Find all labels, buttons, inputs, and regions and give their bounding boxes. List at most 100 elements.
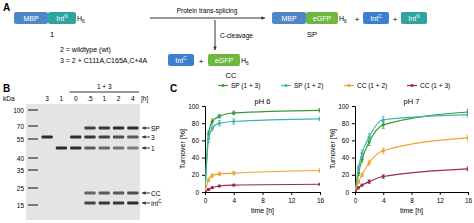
label: CC <box>226 71 237 80</box>
gel-band <box>84 192 95 195</box>
group-line <box>70 92 139 93</box>
panel-c: C0481216020406080100pH 6time [h]Turnover… <box>170 82 472 215</box>
gel-band <box>99 202 110 205</box>
label: H6 <box>77 15 85 24</box>
label: IntC <box>370 14 382 22</box>
domain-box <box>363 12 389 24</box>
point <box>232 111 235 114</box>
marker-band <box>28 204 38 206</box>
error-bar-cap <box>218 125 221 126</box>
label: 55 <box>17 136 25 143</box>
tick: 40 <box>192 154 205 161</box>
error-bar-cap <box>467 135 469 136</box>
label: C-cleavage <box>220 32 253 40</box>
figure: AMBPIntNH612 = wildtype (wt)3 = 2 + C111… <box>0 0 474 223</box>
panel-a: AMBPIntNH612 = wildtype (wt)3 = 2 + C111… <box>3 2 427 80</box>
tick-label: 0 <box>195 189 199 196</box>
error-bar-cap <box>467 117 469 118</box>
error-bar-cap <box>368 140 371 141</box>
arrow-head <box>142 146 146 149</box>
error-bar <box>382 175 385 178</box>
tick: 8 <box>261 192 265 204</box>
label-main: Int <box>408 15 416 22</box>
error-bar <box>218 115 221 118</box>
tick: 16 <box>465 192 473 204</box>
gel-band <box>127 147 138 150</box>
point <box>466 136 468 139</box>
error-bar-cap <box>382 116 385 117</box>
error-bar <box>232 171 235 174</box>
point <box>205 190 207 192</box>
gel-band <box>84 127 95 130</box>
tick: 60 <box>192 137 205 144</box>
y-axis: 020406080100 <box>188 103 205 196</box>
error-bar <box>207 178 210 181</box>
point <box>360 184 363 187</box>
gel-band <box>42 136 53 139</box>
label-main: Int <box>370 15 378 22</box>
tick-mark <box>263 192 264 195</box>
label: pH 7 <box>404 97 420 106</box>
error-bar-cap <box>467 140 469 141</box>
error-bar <box>357 165 360 170</box>
tick-mark <box>202 158 205 159</box>
tick: 0 <box>345 189 355 196</box>
label-sup: N <box>416 14 420 19</box>
series-line <box>355 169 468 192</box>
label: 100 <box>13 107 24 114</box>
label: 15 <box>17 202 25 209</box>
domain-box <box>48 12 76 24</box>
point <box>211 186 214 189</box>
tick-label: 20 <box>342 171 350 178</box>
gel-band <box>113 127 124 130</box>
error-bar <box>467 112 469 117</box>
point <box>207 188 210 191</box>
error-bar <box>361 173 364 176</box>
tick-mark <box>352 106 355 107</box>
label: SP (1 + 3) <box>231 82 260 90</box>
marker-band <box>28 138 38 140</box>
label: 40 <box>17 155 25 162</box>
point <box>211 127 214 130</box>
label-sup: C <box>378 14 382 19</box>
error-bar <box>382 116 385 123</box>
error-bar <box>319 183 321 185</box>
marker-band <box>28 125 38 127</box>
legend-swatch <box>218 85 228 86</box>
error-bar-cap <box>211 130 214 131</box>
label: CC <box>151 190 161 197</box>
tick-label: 0 <box>354 197 358 204</box>
error-bar-cap <box>361 156 364 157</box>
gel-band <box>113 192 124 195</box>
tick-label: 100 <box>338 103 349 110</box>
tick-label: 16 <box>317 197 325 204</box>
tick: 4 <box>382 192 386 204</box>
error-bar <box>368 160 371 165</box>
label: Protein trans-splicing <box>177 7 238 15</box>
error-bar-cap <box>467 112 469 113</box>
error-bar-cap <box>368 165 371 166</box>
panel-b: BkDa100705540352515310.5124[h]1 + 3SP31C… <box>3 83 162 220</box>
gel-band <box>99 192 110 195</box>
arrow <box>150 18 265 19</box>
tick-mark <box>202 175 205 176</box>
tick-label: 8 <box>410 197 414 204</box>
domain-box <box>14 12 48 24</box>
axis-line <box>352 107 356 193</box>
series-line <box>205 119 320 192</box>
error-bar <box>319 169 321 172</box>
series-line <box>355 112 468 192</box>
gel-band <box>113 202 124 205</box>
label: 25 <box>17 185 25 192</box>
error-bar <box>211 119 214 124</box>
point <box>368 180 371 183</box>
tick: 16 <box>317 192 325 204</box>
error-bar-cap <box>382 123 385 124</box>
label: 4 <box>131 95 135 102</box>
tick-mark <box>234 192 235 195</box>
tick-mark <box>352 123 355 124</box>
error-bar <box>361 184 364 186</box>
error-bar-cap <box>467 109 469 110</box>
error-bar-cap <box>361 149 364 150</box>
legend-marker <box>347 84 350 87</box>
